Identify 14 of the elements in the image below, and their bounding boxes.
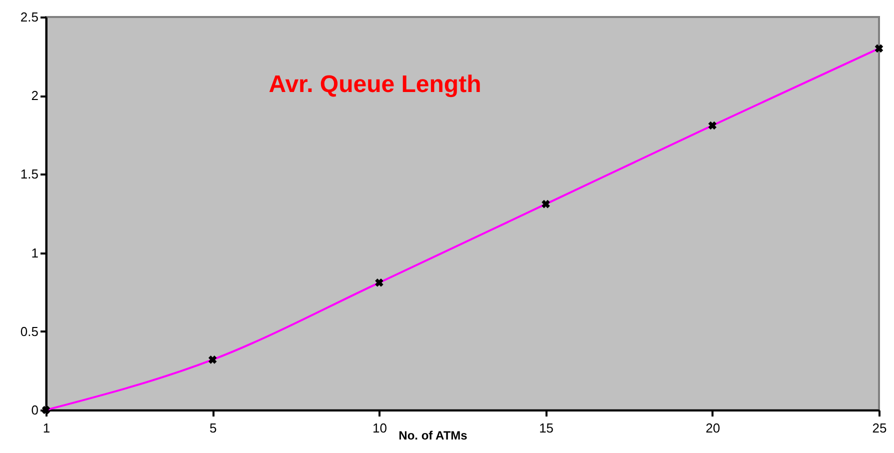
x-tick-label: 25 <box>872 420 887 436</box>
x-tick-label: 10 <box>372 420 387 436</box>
y-tick-label: 1.5 <box>20 166 38 182</box>
y-tick-label: 1 <box>31 245 38 260</box>
y-tick-label: 0.5 <box>20 324 38 339</box>
text: Avr. Queue Length <box>268 71 482 98</box>
y-tick-label: 2.5 <box>20 10 38 24</box>
x-tick-label: 1 <box>42 420 50 436</box>
x-tick-label: 15 <box>539 420 554 436</box>
x-tick-label: 5 <box>209 420 217 436</box>
x-axis-title: No. of ATMs <box>398 428 468 442</box>
y-tick-label: 2 <box>31 88 38 104</box>
y-tick-label: 0 <box>31 402 38 418</box>
x-tick-label: 20 <box>706 420 720 436</box>
